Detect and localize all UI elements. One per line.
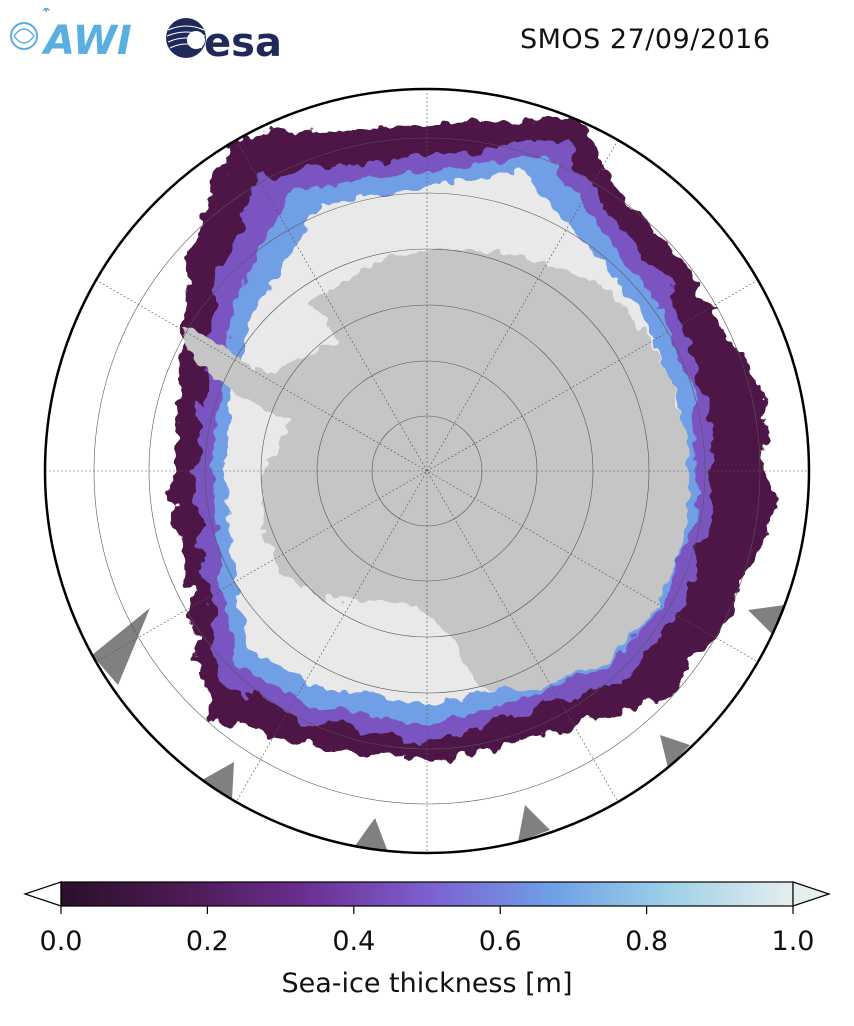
colorbar-tick-label: 0.8	[625, 926, 668, 957]
globe-boundary	[43, 87, 811, 855]
meridian-lines	[45, 89, 809, 853]
colorbar-extend-high	[792, 881, 831, 907]
map-area	[45, 89, 809, 853]
logos-svg: ✱ AWI esa	[10, 4, 282, 66]
colorbar: 0.0 0.2 0.4 0.6 0.8 1.0 Sea-ice thicknes…	[23, 881, 831, 999]
colorbar-tick-label: 1.0	[772, 926, 815, 957]
esa-logo-text: esa	[204, 20, 282, 64]
awi-logo: ✱ AWI	[10, 4, 132, 64]
colorbar-tick-label: 0.4	[332, 926, 375, 957]
map-title: SMOS 27/09/2016	[520, 24, 771, 55]
colorbar-tick-label: 0.2	[186, 926, 229, 957]
logo-bar: ✱ AWI esa	[8, 4, 308, 66]
svg-text:✱: ✱	[42, 8, 50, 15]
colorbar-extend-low	[23, 881, 62, 907]
colorbar-tick-marks	[60, 906, 794, 914]
antarctica-land	[182, 248, 690, 690]
esa-logo: esa	[166, 18, 282, 66]
colorbar-tick-label: 0.6	[479, 926, 522, 957]
awi-logo-text: AWI	[41, 18, 132, 64]
colorbar-tick-label: 0.0	[40, 926, 83, 957]
colorbar-label: Sea-ice thickness [m]	[281, 968, 572, 999]
colorbar-gradient	[60, 881, 794, 907]
